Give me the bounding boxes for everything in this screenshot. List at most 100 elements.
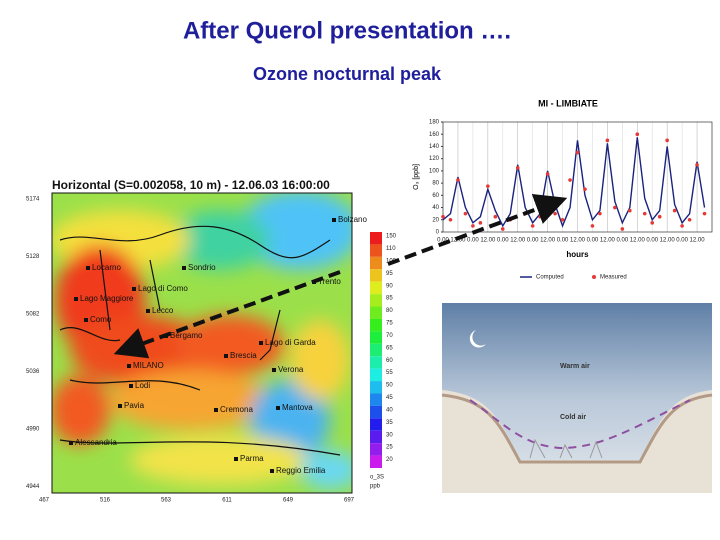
colorbar-swatch <box>370 381 382 394</box>
x-tick-label: 12.00 <box>450 238 466 244</box>
place-marker <box>132 287 136 291</box>
y-tick-label: 160 <box>429 132 440 138</box>
place-label: Mantova <box>282 403 313 412</box>
y-tick-label: 40 <box>432 205 439 211</box>
colorbar-label: 40 <box>386 407 393 413</box>
measured-point <box>665 138 669 143</box>
x-tick-label: 0.00 <box>616 238 628 244</box>
measured-point <box>672 208 677 213</box>
colorbar-label: 35 <box>386 420 393 426</box>
place-marker <box>118 404 122 408</box>
x-tick-label: 12.00 <box>660 238 676 244</box>
place-marker <box>69 441 73 445</box>
colorbar-label: 80 <box>386 308 393 314</box>
x-tick-label: 12.00 <box>690 238 706 244</box>
place-marker <box>74 297 78 301</box>
colorbar-swatch <box>370 393 382 406</box>
measured-point <box>650 221 655 225</box>
measured-point <box>568 178 572 182</box>
place-label: Parma <box>240 454 264 463</box>
place-label: Bergamo <box>170 331 203 340</box>
warm-air-label: Warm air <box>560 363 590 370</box>
colorbar-swatch <box>370 343 382 357</box>
measured-point <box>613 205 617 210</box>
colorbar-swatch <box>370 356 382 369</box>
colorbar-label: 30 <box>386 432 393 438</box>
measured-point <box>635 132 640 137</box>
legend-dot <box>592 275 596 279</box>
chart-title: MI - LIMBIATE <box>538 98 598 108</box>
place-label: Reggio Emilia <box>276 466 326 475</box>
measured-point <box>628 208 632 213</box>
place-marker <box>234 457 238 461</box>
y-axis-label: O₃ [ppb] <box>413 164 420 190</box>
colorbar-swatch <box>370 418 382 431</box>
colorbar-label: 150 <box>386 234 397 240</box>
measured-point <box>560 217 565 222</box>
measured-point <box>478 221 483 225</box>
colorbar-label: 85 <box>386 296 393 302</box>
place-label: Brescia <box>230 351 257 360</box>
cold-air-label: Cold air <box>560 414 586 421</box>
place-label: MILANO <box>133 361 164 370</box>
map-frame <box>51 192 353 494</box>
place-marker <box>272 368 276 372</box>
y-tick-label: 180 <box>429 120 440 126</box>
x-tick-label: 0.00 <box>676 238 688 244</box>
colorbar-label: 60 <box>386 358 393 364</box>
measured-point <box>598 211 602 216</box>
colorbar-swatch <box>370 244 382 257</box>
place-label: Trento <box>318 277 341 286</box>
place-marker <box>259 341 263 345</box>
colorbar-swatch <box>370 331 382 344</box>
place-marker <box>127 364 131 368</box>
map-y-label: 4944 <box>26 484 40 490</box>
plot-frame <box>442 121 713 233</box>
x-tick-label: 0.00 <box>437 238 449 244</box>
measured-point <box>553 211 557 216</box>
x-axis-label: hours <box>566 250 589 259</box>
y-tick-label: 0 <box>436 230 440 236</box>
colorbar-swatch <box>370 455 382 468</box>
arrow <box>113 270 341 359</box>
colorbar-swatch <box>370 368 382 382</box>
measured-point <box>545 172 550 176</box>
measured-point <box>500 227 505 231</box>
measured-point <box>471 224 475 228</box>
colorbar-swatch <box>370 281 382 295</box>
map-x-label: 697 <box>344 498 355 504</box>
legend-label: Computed <box>536 275 564 281</box>
colorbar-label: 25 <box>386 445 393 451</box>
colorbar-swatch <box>370 430 382 444</box>
computed-line <box>442 137 706 228</box>
measured-point <box>605 138 610 143</box>
measured-point <box>657 214 662 219</box>
colorbar-label: 65 <box>386 345 393 351</box>
map-layer: Bolzano Locarno Sondrio Trento Lago Maggiore… <box>26 197 367 504</box>
x-tick-label: 0.00 <box>646 238 658 244</box>
measured-point <box>441 214 445 219</box>
map-y-label: 5036 <box>26 369 40 375</box>
measured-point <box>583 187 587 192</box>
x-tick-label: 0.00 <box>587 238 599 244</box>
place-label: Locarno <box>92 263 121 272</box>
place-marker <box>84 318 88 322</box>
map-x-label: 467 <box>39 498 50 504</box>
place-label: Verona <box>278 365 304 374</box>
colorbar-swatch <box>370 232 382 245</box>
map-x-label: 611 <box>222 498 232 504</box>
valley-diagram: Warm air Cold air <box>441 303 713 493</box>
colorbar-swatch <box>370 269 382 282</box>
measured-point <box>515 166 520 170</box>
measured-point <box>448 217 453 222</box>
measured-point <box>695 162 699 167</box>
measured-point <box>680 224 684 228</box>
place-marker <box>276 406 280 410</box>
place-label: Alessandria <box>75 438 117 447</box>
x-tick-label: 12.00 <box>570 238 586 244</box>
colorbar-swatch <box>370 405 382 419</box>
colorbar-swatch <box>370 294 382 307</box>
colorbar-swatch <box>370 256 382 270</box>
y-tick-label: 20 <box>432 217 439 223</box>
